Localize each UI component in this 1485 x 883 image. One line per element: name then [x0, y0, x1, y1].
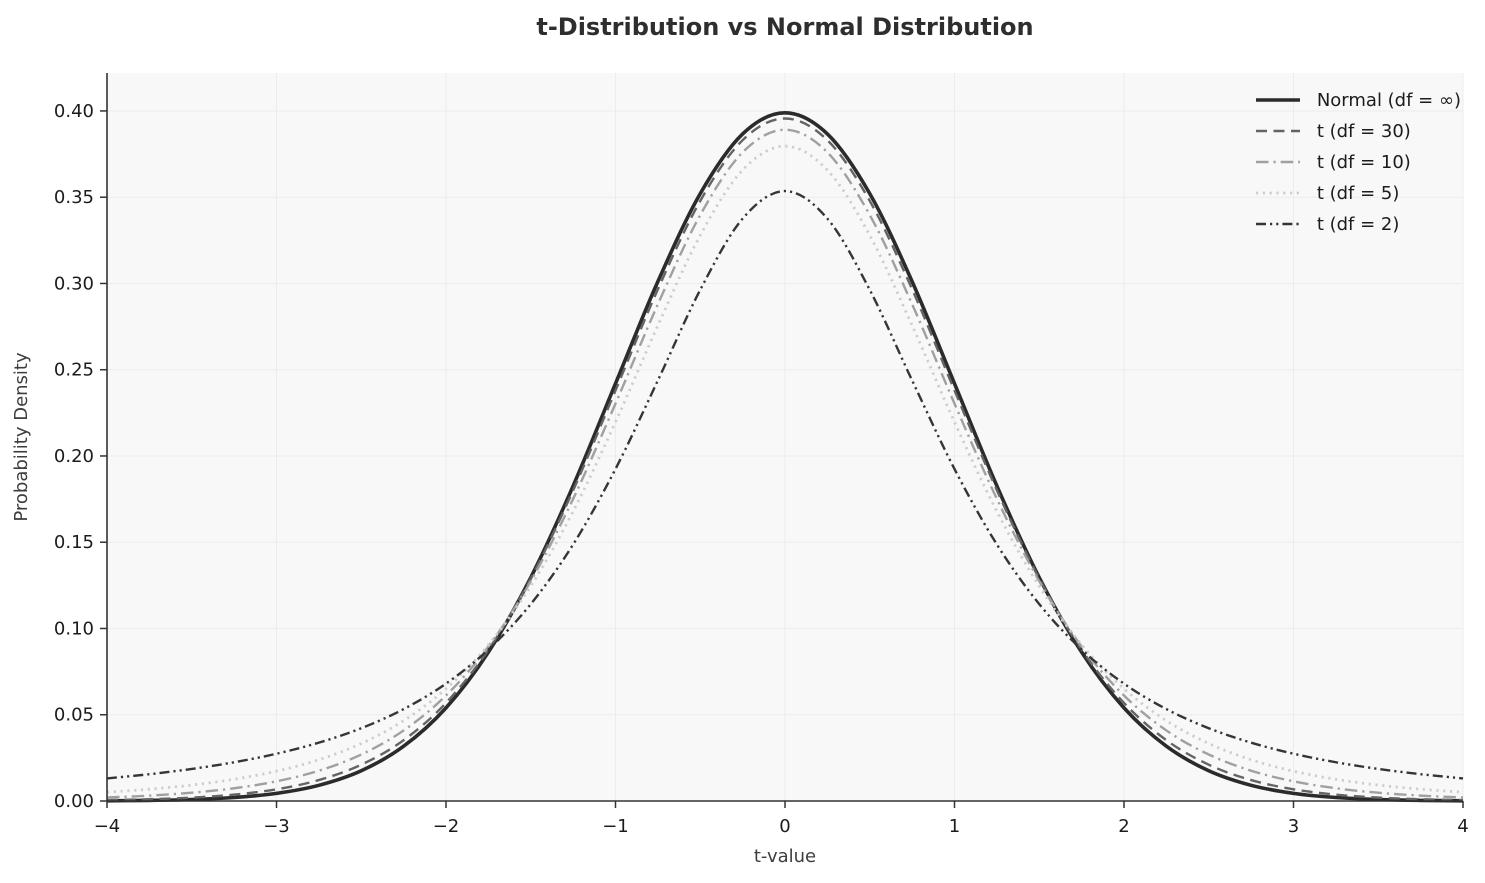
x-tick-label: −1 — [602, 816, 629, 837]
chart-title: t-Distribution vs Normal Distribution — [536, 13, 1033, 41]
y-tick-label: 0.20 — [54, 446, 94, 467]
y-tick-label: 0.00 — [54, 791, 94, 812]
legend-line-icon — [1255, 222, 1300, 226]
y-tick-label: 0.25 — [54, 360, 94, 381]
legend-line-icon — [1255, 160, 1300, 164]
legend-line-icon — [1255, 98, 1300, 102]
legend-label: t (df = 5) — [1316, 182, 1400, 204]
legend-item-normal-df-inf: Normal (df = ∞) — [1255, 88, 1461, 112]
x-tick-label: 1 — [949, 816, 960, 837]
curve-t-df-5 — [106, 144, 1464, 794]
y-tick-label: 0.35 — [54, 187, 94, 208]
x-tick-label: 2 — [1118, 816, 1129, 837]
y-tick-label: 0.30 — [54, 273, 94, 294]
tick-layer: −4 −3 −2 −1 0 1 2 3 4 0.00 0.05 0.10 0.15 0.20 0.25 0.3… — [54, 101, 1469, 837]
legend: Normal (df = ∞) t (df = 30) t (df = 10) t (… — [1255, 88, 1461, 236]
legend-label: t (df = 10) — [1316, 151, 1411, 173]
curve-t-df-30 — [106, 117, 1464, 802]
y-tick-label: 0.05 — [54, 705, 94, 726]
legend-label: t (df = 2) — [1316, 213, 1400, 235]
x-tick-label: 4 — [1457, 816, 1468, 837]
legend-item-t-df-2: t (df = 2) — [1255, 212, 1461, 236]
x-tick-label: −4 — [94, 816, 121, 837]
legend-item-t-df-10: t (df = 10) — [1255, 150, 1461, 174]
curve-normal-df-inf — [106, 110, 1464, 803]
x-tick-label: −3 — [263, 816, 290, 837]
y-axis-label: Probability Density — [11, 352, 32, 522]
legend-line-icon — [1255, 129, 1300, 133]
x-tick-label: 3 — [1288, 816, 1299, 837]
x-tick-label: 0 — [779, 816, 790, 837]
x-tick-label: −2 — [433, 816, 460, 837]
legend-item-t-df-5: t (df = 5) — [1255, 181, 1461, 205]
y-tick-label: 0.10 — [54, 618, 94, 639]
y-tick-label: 0.15 — [54, 532, 94, 553]
legend-label: Normal (df = ∞) — [1316, 89, 1461, 111]
curve-t-df-2 — [106, 189, 1464, 780]
legend-line-icon — [1255, 191, 1300, 195]
x-axis-label: t-value — [754, 846, 816, 867]
curve-layer — [106, 110, 1464, 803]
curve-t-df-10 — [106, 128, 1464, 799]
legend-label: t (df = 30) — [1316, 120, 1411, 142]
y-tick-label: 0.40 — [54, 101, 94, 122]
legend-item-t-df-30: t (df = 30) — [1255, 119, 1461, 143]
